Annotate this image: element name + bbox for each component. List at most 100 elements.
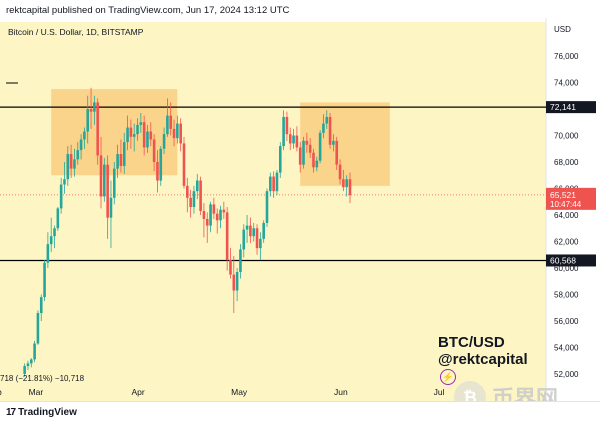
candle-body: [136, 124, 139, 135]
candle-body: [56, 208, 60, 229]
y-tick-label: 64,000: [554, 211, 579, 220]
candle-body: [215, 213, 219, 221]
lightning-icon[interactable]: ⚡: [440, 369, 456, 385]
candle-body: [23, 366, 26, 374]
candle-body: [265, 191, 269, 223]
last-price-label-bg: [546, 187, 596, 210]
candle-body: [269, 176, 272, 192]
candle-body: [239, 249, 242, 272]
candle-body: [89, 109, 93, 112]
candle-body: [29, 359, 33, 364]
candle-body: [36, 313, 40, 344]
candle-body: [96, 102, 99, 156]
candle-body: [338, 164, 342, 180]
y-tick-label: 74,000: [554, 79, 579, 88]
level-label-resistance: 72,141: [550, 102, 576, 112]
candle-body: [295, 135, 299, 148]
candle-body: [202, 211, 206, 219]
candle-body: [156, 162, 159, 181]
candle-body: [49, 236, 53, 245]
chart-area[interactable]: USD 52,000 54,000 56,000 58,000 60,000 62,000 6…: [0, 18, 600, 413]
candle-body: [83, 131, 86, 140]
symbol-title: Bitcoin / U.S. Dollar, 1D, BITSTAMP: [8, 27, 144, 37]
y-tick-label: 68,000: [554, 158, 579, 167]
y-tick-label: 56,000: [554, 317, 579, 326]
watermark-symbol: BTC/USD: [438, 334, 505, 351]
candle-body: [139, 122, 143, 125]
candle-body: [285, 116, 289, 135]
candle-body: [255, 228, 259, 249]
candle-body: [305, 140, 309, 145]
candle-body: [332, 140, 335, 145]
price-chart[interactable]: USD 52,000 54,000 56,000 58,000 60,000 62,000 6…: [0, 18, 600, 401]
y-tick-label: 54,000: [554, 344, 579, 353]
candle-body: [176, 123, 179, 139]
candle-body: [249, 225, 252, 237]
candle-body: [318, 132, 322, 161]
candle-body: [219, 209, 222, 221]
candle-body: [292, 135, 295, 144]
candle-body: [302, 140, 305, 165]
y-tick-label: 70,000: [554, 132, 579, 141]
candle-body: [93, 102, 96, 112]
candle-body: [282, 116, 285, 147]
candle-body: [235, 271, 239, 291]
candle-body: [106, 164, 109, 218]
candle-body: [209, 204, 212, 226]
candle-body: [53, 228, 56, 237]
candle-body: [149, 131, 153, 140]
publisher-bar: rektcapital published on TradingView.com…: [0, 0, 600, 22]
x-tick-label: b: [0, 387, 2, 397]
candle-body: [189, 197, 192, 208]
measure-readout: 718 (−21.81%) −10,718: [0, 374, 85, 383]
candle-body: [126, 127, 129, 143]
candle-body: [132, 134, 136, 137]
candle-body: [308, 144, 312, 153]
candle-body: [242, 229, 246, 250]
candle-body: [245, 225, 249, 230]
candle-body: [335, 140, 339, 165]
publisher-text: rektcapital published on TradingView.com…: [6, 5, 290, 16]
candle-body: [262, 222, 265, 239]
candle-body: [26, 363, 30, 367]
candle-body: [166, 115, 169, 135]
candle-body: [322, 123, 325, 133]
candle-body: [169, 115, 173, 129]
candle-body: [69, 154, 73, 169]
candle-body: [172, 128, 176, 139]
tradingview-logo[interactable]: 17 TradingView: [6, 407, 77, 418]
candle-body: [222, 209, 226, 213]
candle-body: [146, 131, 149, 148]
candle-body: [288, 134, 292, 144]
candle-body: [345, 179, 348, 188]
candle-body: [103, 164, 106, 197]
range-box-2: [300, 102, 390, 186]
candle-body: [159, 148, 163, 181]
level-label-bg-support: [546, 254, 596, 267]
candle-body: [328, 116, 332, 145]
candle-body: [325, 116, 329, 124]
candle-body: [73, 159, 76, 169]
candle-body: [205, 218, 209, 226]
y-tick-label: 76,000: [554, 52, 579, 61]
tradingview-brand: TradingView: [18, 407, 77, 418]
candle-body: [86, 109, 90, 132]
x-tick-label: Mar: [29, 387, 44, 397]
candle-body: [122, 142, 126, 166]
candle-body: [272, 176, 275, 192]
x-tick-label: Jul: [434, 387, 445, 397]
candle-body: [162, 134, 166, 149]
currency-label: USD: [554, 25, 571, 34]
candle-body: [195, 180, 199, 192]
candle-body: [76, 150, 80, 160]
level-label-bg-resistance: [546, 101, 596, 114]
last-price-label: 65,521: [550, 190, 576, 200]
candle-body: [252, 228, 256, 237]
x-tick-label: May: [231, 387, 248, 397]
author-watermark: BTC/USD @rektcapital: [438, 334, 528, 368]
candle-body: [79, 139, 83, 151]
candle-body: [43, 262, 46, 298]
x-tick-label: Apr: [132, 387, 145, 397]
candle-body: [278, 146, 282, 173]
candle-body: [112, 168, 116, 198]
